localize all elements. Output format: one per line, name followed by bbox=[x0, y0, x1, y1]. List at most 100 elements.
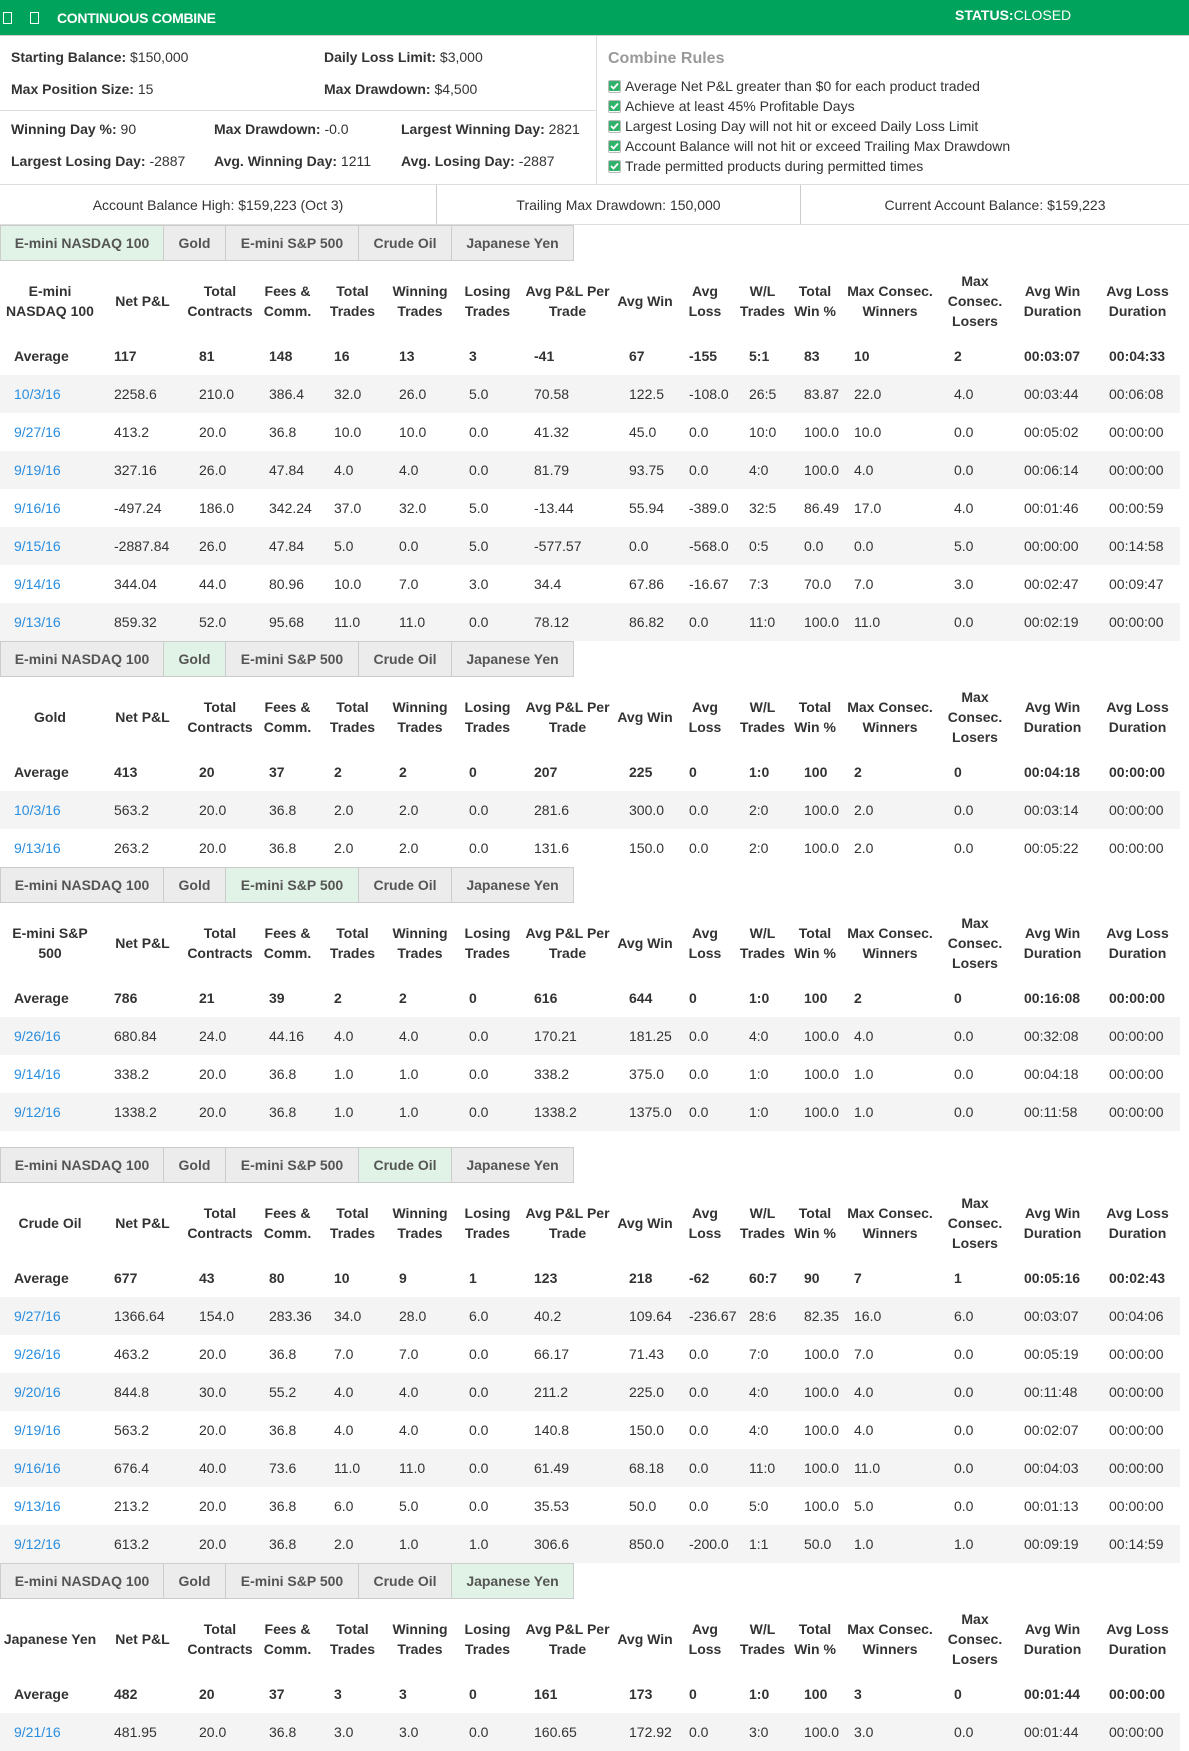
winning-day-pct: Winning Day %: 90 bbox=[11, 121, 137, 137]
tab-gold[interactable]: Gold bbox=[163, 867, 226, 903]
avg-losing-day: Avg. Losing Day: -2887 bbox=[401, 153, 555, 169]
date-link[interactable]: 9/19/16 bbox=[14, 462, 61, 478]
tab-e-mini-s-p-500[interactable]: E-mini S&P 500 bbox=[225, 641, 359, 677]
date-link[interactable]: 9/27/16 bbox=[14, 1308, 61, 1324]
table-header: Gold Net P&L Total Contracts Fees & Comm. To… bbox=[0, 677, 1180, 753]
date-link[interactable]: 9/15/16 bbox=[14, 538, 61, 554]
date-link[interactable]: 9/14/16 bbox=[14, 576, 61, 592]
average-cell: 413 bbox=[114, 764, 138, 780]
table-cell: 1338.2 bbox=[100, 1093, 185, 1131]
table-cell: 20.0 bbox=[199, 1066, 227, 1082]
menu-icon[interactable] bbox=[3, 11, 12, 24]
tab-e-mini-s-p-500[interactable]: E-mini S&P 500 bbox=[225, 225, 359, 261]
tab-japanese-yen[interactable]: Japanese Yen bbox=[451, 867, 574, 903]
rules-title: Combine Rules bbox=[608, 50, 725, 67]
date-link[interactable]: 9/13/16 bbox=[14, 614, 61, 630]
date-link[interactable]: 10/3/16 bbox=[14, 386, 61, 402]
product-table: E-mini NASDAQ 100 Net P&L Total Contracts F… bbox=[0, 261, 1180, 641]
table-cell: 67.86 bbox=[629, 576, 665, 592]
average-cell: Average bbox=[14, 1270, 69, 1286]
column-header: Total Win % bbox=[794, 1621, 836, 1657]
tab-e-mini-nasdaq-100[interactable]: E-mini NASDAQ 100 bbox=[0, 641, 164, 677]
date-link[interactable]: 9/20/16 bbox=[14, 1384, 61, 1400]
table-cell: 563.2 bbox=[100, 791, 185, 829]
column-header: Winning Trades bbox=[392, 699, 448, 735]
tab-gold[interactable]: Gold bbox=[163, 641, 226, 677]
table-cell: 36.8 bbox=[269, 1498, 297, 1514]
table-cell: 5.0 bbox=[320, 527, 385, 565]
date-link[interactable]: 9/21/16 bbox=[14, 1724, 61, 1740]
date-link[interactable]: 9/12/16 bbox=[14, 1104, 61, 1120]
table-cell: 20.0 bbox=[199, 1422, 227, 1438]
date-link[interactable]: 9/14/16 bbox=[14, 1066, 61, 1082]
table-cell: 2.0 bbox=[320, 1525, 385, 1563]
date-link[interactable]: 9/26/16 bbox=[14, 1028, 61, 1044]
date-link[interactable]: 9/19/16 bbox=[14, 1422, 61, 1438]
table-cell: 7.0 bbox=[334, 1346, 354, 1362]
tab-japanese-yen[interactable]: Japanese Yen bbox=[451, 225, 574, 261]
table-cell: 186.0 bbox=[199, 500, 235, 516]
tab-crude-oil[interactable]: Crude Oil bbox=[358, 1147, 452, 1183]
table-cell: 4.0 bbox=[385, 451, 455, 489]
tab-e-mini-s-p-500[interactable]: E-mini S&P 500 bbox=[225, 867, 359, 903]
average-cell: 1:0 bbox=[749, 990, 770, 1006]
table-cell: 47.84 bbox=[255, 527, 320, 565]
table-cell: 36.8 bbox=[269, 840, 297, 856]
tab-gold[interactable]: Gold bbox=[163, 1147, 226, 1183]
table-cell: 5.0 bbox=[854, 1498, 874, 1514]
column-header: Net P&L bbox=[115, 1631, 170, 1647]
product-section: E-mini NASDAQ 100 Gold E-mini S&P 500 Crude… bbox=[0, 641, 1189, 867]
average-cell: 218 bbox=[629, 1270, 653, 1286]
average-cell: 207 bbox=[534, 764, 558, 780]
table-cell: 6.0 bbox=[940, 1297, 1010, 1335]
tab-e-mini-nasdaq-100[interactable]: E-mini NASDAQ 100 bbox=[0, 1147, 164, 1183]
date-link[interactable]: 9/13/16 bbox=[14, 1498, 61, 1514]
average-cell: 123 bbox=[534, 1270, 558, 1286]
table-cell: 50.0 bbox=[629, 1498, 657, 1514]
average-cell: 00:00:00 bbox=[1109, 764, 1166, 780]
average-cell: 0 bbox=[954, 764, 962, 780]
date-link[interactable]: 9/12/16 bbox=[14, 1536, 61, 1552]
date-link[interactable]: 9/16/16 bbox=[14, 1460, 61, 1476]
table-cell: 00:00:00 bbox=[1109, 424, 1164, 440]
date-link[interactable]: 9/27/16 bbox=[14, 424, 61, 440]
table-cell: 281.6 bbox=[520, 791, 615, 829]
table-cell: 100.0 bbox=[804, 1346, 840, 1362]
average-cell: 677 bbox=[114, 1270, 138, 1286]
window-icon[interactable] bbox=[30, 11, 39, 24]
tab-e-mini-nasdaq-100[interactable]: E-mini NASDAQ 100 bbox=[0, 867, 164, 903]
table-cell: 73.6 bbox=[255, 1449, 320, 1487]
column-header: E-mini S&P 500 bbox=[12, 925, 88, 961]
tab-japanese-yen[interactable]: Japanese Yen bbox=[451, 1147, 574, 1183]
column-header: Total Trades bbox=[329, 1621, 376, 1657]
table-cell: 100.0 bbox=[790, 1713, 840, 1751]
tab-e-mini-s-p-500[interactable]: E-mini S&P 500 bbox=[225, 1147, 359, 1183]
tab-crude-oil[interactable]: Crude Oil bbox=[358, 641, 452, 677]
tab-e-mini-nasdaq-100[interactable]: E-mini NASDAQ 100 bbox=[0, 1563, 164, 1599]
table-cell: 26:5 bbox=[735, 375, 790, 413]
tab-japanese-yen[interactable]: Japanese Yen bbox=[451, 1563, 574, 1599]
tab-e-mini-nasdaq-100[interactable]: E-mini NASDAQ 100 bbox=[0, 225, 164, 261]
tab-gold[interactable]: Gold bbox=[163, 1563, 226, 1599]
table-cell: 00:03:14 bbox=[1010, 791, 1095, 829]
tab-japanese-yen[interactable]: Japanese Yen bbox=[451, 641, 574, 677]
rule-item: Trade permitted products during permitte… bbox=[608, 156, 1010, 176]
average-cell: Average bbox=[14, 764, 69, 780]
tab-gold[interactable]: Gold bbox=[163, 225, 226, 261]
date-link[interactable]: 9/26/16 bbox=[14, 1346, 61, 1362]
tab-crude-oil[interactable]: Crude Oil bbox=[358, 225, 452, 261]
tab-crude-oil[interactable]: Crude Oil bbox=[358, 867, 452, 903]
average-cell: 100 bbox=[804, 764, 828, 780]
average-cell: 0 bbox=[954, 1686, 962, 1702]
average-cell: 2 bbox=[334, 990, 342, 1006]
date-link[interactable]: 9/16/16 bbox=[14, 500, 61, 516]
date-link[interactable]: 10/3/16 bbox=[14, 802, 61, 818]
avg-winning-day: Avg. Winning Day: 1211 bbox=[214, 153, 372, 169]
table-cell: 210.0 bbox=[185, 375, 255, 413]
table-cell: 00:02:07 bbox=[1024, 1422, 1079, 1438]
average-cell: Average bbox=[14, 348, 69, 364]
tab-e-mini-s-p-500[interactable]: E-mini S&P 500 bbox=[225, 1563, 359, 1599]
date-link[interactable]: 9/13/16 bbox=[14, 840, 61, 856]
tab-crude-oil[interactable]: Crude Oil bbox=[358, 1563, 452, 1599]
table-cell: 00:05:19 bbox=[1024, 1346, 1079, 1362]
